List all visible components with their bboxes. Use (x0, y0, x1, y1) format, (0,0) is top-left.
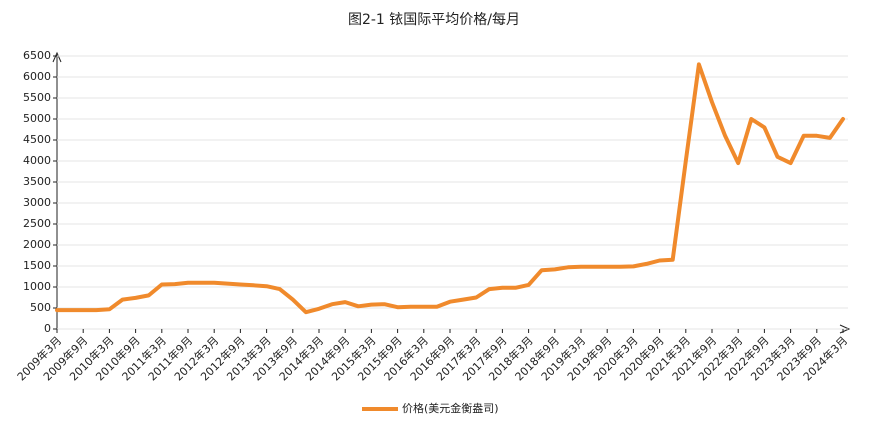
y-tick-label: 0 (44, 322, 51, 335)
legend-label: 价格(美元金衡盎司) (402, 401, 499, 415)
plot-area: 0 500 1000 1500 2000 2500 3000 3500 4000 4500 5000… (14, 49, 850, 384)
y-axis-arrow (52, 51, 62, 63)
y-tick-label: 2000 (23, 238, 51, 251)
y-tick-label: 6500 (23, 49, 51, 62)
series-line (55, 62, 845, 315)
y-tick-label: 3500 (23, 175, 51, 188)
y-tick-label: 3000 (23, 196, 51, 209)
y-tick-label: 1500 (23, 259, 51, 272)
y-tick-label: 1000 (23, 280, 51, 293)
y-tick-label: 2500 (23, 217, 51, 230)
y-tick-label: 5500 (23, 91, 51, 104)
y-tick-label: 500 (30, 301, 51, 314)
chart-title: 图2-1 铱国际平均价格/每月 (348, 12, 520, 28)
y-tick-label: 6000 (23, 70, 51, 83)
y-tick-label: 4500 (23, 133, 51, 146)
y-tick-label: 4000 (23, 154, 51, 167)
y-tick-label: 5000 (23, 112, 51, 125)
